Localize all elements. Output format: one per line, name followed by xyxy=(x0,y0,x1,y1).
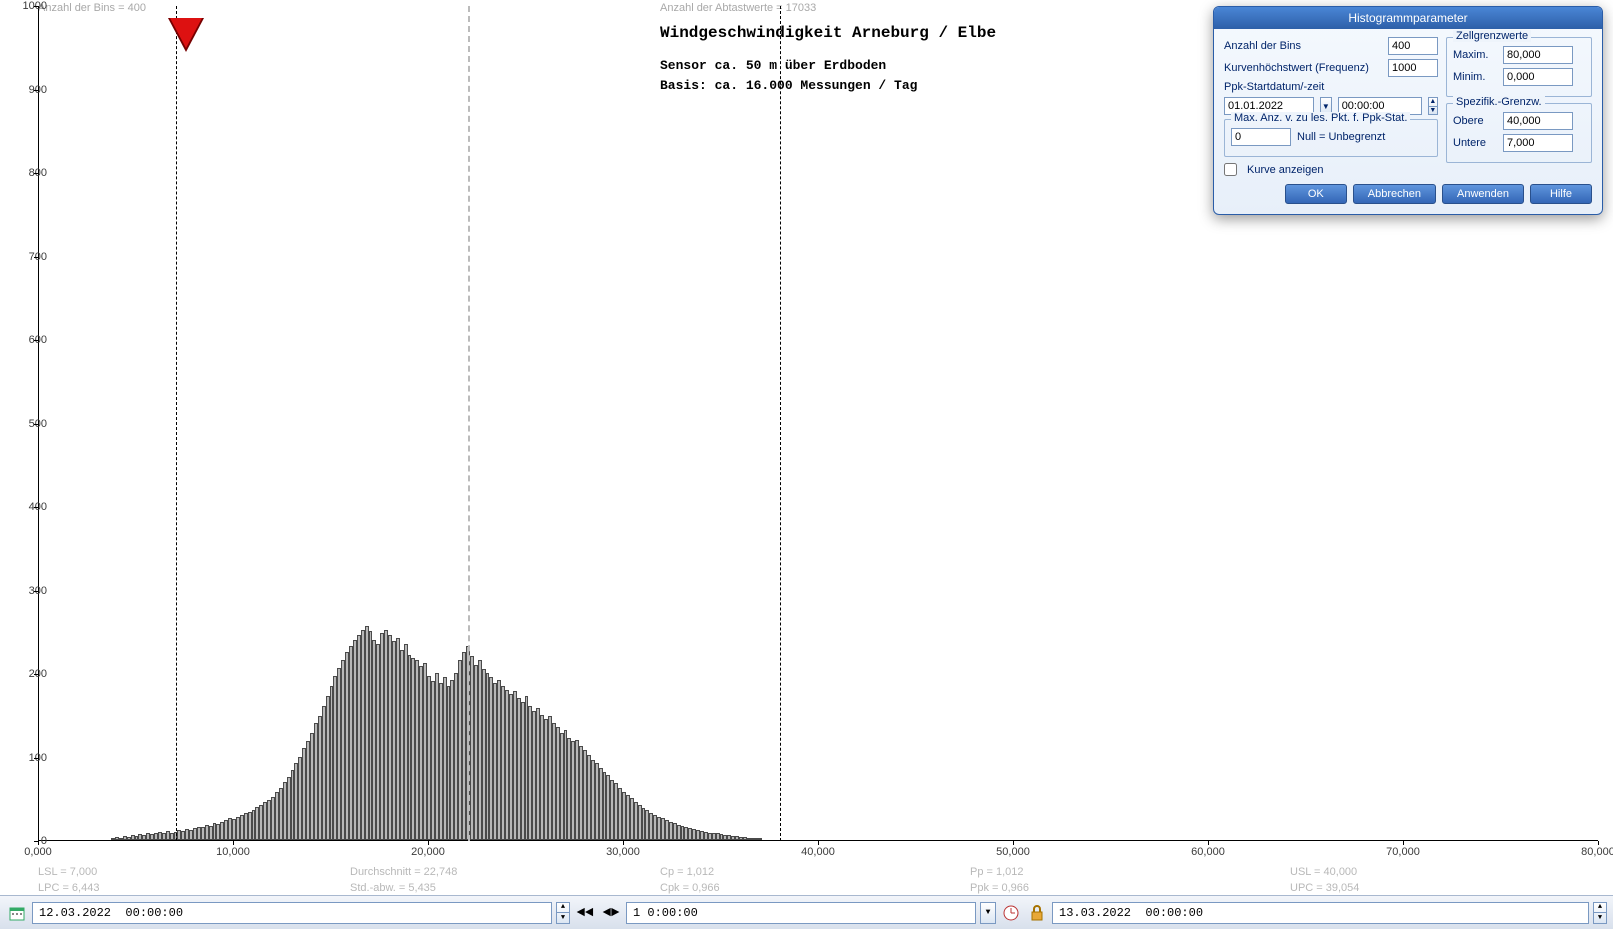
start-datetime-input[interactable] xyxy=(32,902,552,924)
x-tick-label: 0,000 xyxy=(24,846,52,858)
chart-subtitle-2: Basis: ca. 16.000 Messungen / Tag xyxy=(660,78,917,93)
ppk-date-label: Ppk-Startdatum/-zeit xyxy=(1224,81,1438,93)
bins-label: Anzahl der Bins xyxy=(1224,40,1382,52)
chart-subtitle-1: Sensor ca. 50 m über Erdboden xyxy=(660,58,886,73)
time-spinner[interactable]: ▲▼ xyxy=(1428,97,1438,115)
dialog-title: Histogrammparameter xyxy=(1214,7,1602,29)
ok-button[interactable]: OK xyxy=(1285,184,1347,204)
min-input[interactable] xyxy=(1503,68,1573,86)
marker-vline xyxy=(176,6,177,841)
stat-value: Pp = 1,012 xyxy=(970,866,1024,878)
x-tick-label: 40,000 xyxy=(801,846,835,858)
marker-vline xyxy=(780,6,781,841)
stat-value: UPC = 39,054 xyxy=(1290,882,1359,894)
speclimits-legend: Spezifik.-Grenzw. xyxy=(1453,96,1545,108)
bottom-toolbar: ▲▼ ◄◄ ◄► ▼ ▲▼ xyxy=(0,895,1613,929)
x-tick-label: 70,000 xyxy=(1386,846,1420,858)
x-tick-label: 80,000 xyxy=(1581,846,1613,858)
x-tick-label: 60,000 xyxy=(1191,846,1225,858)
start-spinner[interactable]: ▲▼ xyxy=(556,902,570,924)
end-spinner[interactable]: ▲▼ xyxy=(1593,902,1607,924)
stat-value: Durchschnitt = 22,748 xyxy=(350,866,457,878)
marker-vline xyxy=(468,6,470,841)
histogram-params-dialog: Histogrammparameter Anzahl der Bins Kurv… xyxy=(1213,6,1603,215)
histogram-bar xyxy=(759,838,763,840)
lock-icon[interactable] xyxy=(1026,902,1048,924)
help-button[interactable]: Hilfe xyxy=(1530,184,1592,204)
x-tick-label: 50,000 xyxy=(996,846,1030,858)
peak-label: Kurvenhöchstwert (Frequenz) xyxy=(1224,62,1382,74)
stat-value: LPC = 6,443 xyxy=(38,882,99,894)
stat-value: Cp = 1,012 xyxy=(660,866,714,878)
cellbounds-legend: Zellgrenzwerte xyxy=(1453,30,1531,42)
maxpts-input[interactable] xyxy=(1231,128,1291,146)
lower-label: Untere xyxy=(1453,137,1497,149)
max-label: Maxim. xyxy=(1453,49,1497,61)
upper-input[interactable] xyxy=(1503,112,1573,130)
timespan-input[interactable] xyxy=(626,902,976,924)
x-tick-label: 10,000 xyxy=(216,846,250,858)
apply-button[interactable]: Anwenden xyxy=(1442,184,1524,204)
step-back-icon[interactable]: ◄◄ xyxy=(574,902,596,924)
min-label: Minim. xyxy=(1453,71,1497,83)
show-curve-label: Kurve anzeigen xyxy=(1247,164,1323,176)
maxpts-legend: Max. Anz. v. zu les. Pkt. f. Ppk-Stat. xyxy=(1231,112,1410,124)
chart-title: Windgeschwindigkeit Arneburg / Elbe xyxy=(660,24,996,42)
stat-value: Cpk = 0,966 xyxy=(660,882,720,894)
max-input[interactable] xyxy=(1503,46,1573,64)
timespan-dropdown-icon[interactable]: ▼ xyxy=(980,902,996,924)
maxpts-hint: Null = Unbegrenzt xyxy=(1297,131,1385,143)
lower-input[interactable] xyxy=(1503,134,1573,152)
clock-icon[interactable] xyxy=(1000,902,1022,924)
red-marker-icon xyxy=(170,18,202,48)
step-fwd-icon[interactable]: ◄► xyxy=(600,902,622,924)
calendar-icon[interactable] xyxy=(6,902,28,924)
stat-value: Std.-abw. = 5,435 xyxy=(350,882,436,894)
upper-label: Obere xyxy=(1453,115,1497,127)
show-curve-checkbox[interactable] xyxy=(1224,163,1237,176)
cancel-button[interactable]: Abbrechen xyxy=(1353,184,1436,204)
bins-input[interactable] xyxy=(1388,37,1438,55)
stat-value: Ppk = 0,966 xyxy=(970,882,1029,894)
peak-input[interactable] xyxy=(1388,59,1438,77)
x-tick-label: 20,000 xyxy=(411,846,445,858)
end-datetime-input[interactable] xyxy=(1052,902,1589,924)
x-tick-label: 30,000 xyxy=(606,846,640,858)
stat-value: LSL = 7,000 xyxy=(38,866,97,878)
stat-value: USL = 40,000 xyxy=(1290,866,1357,878)
